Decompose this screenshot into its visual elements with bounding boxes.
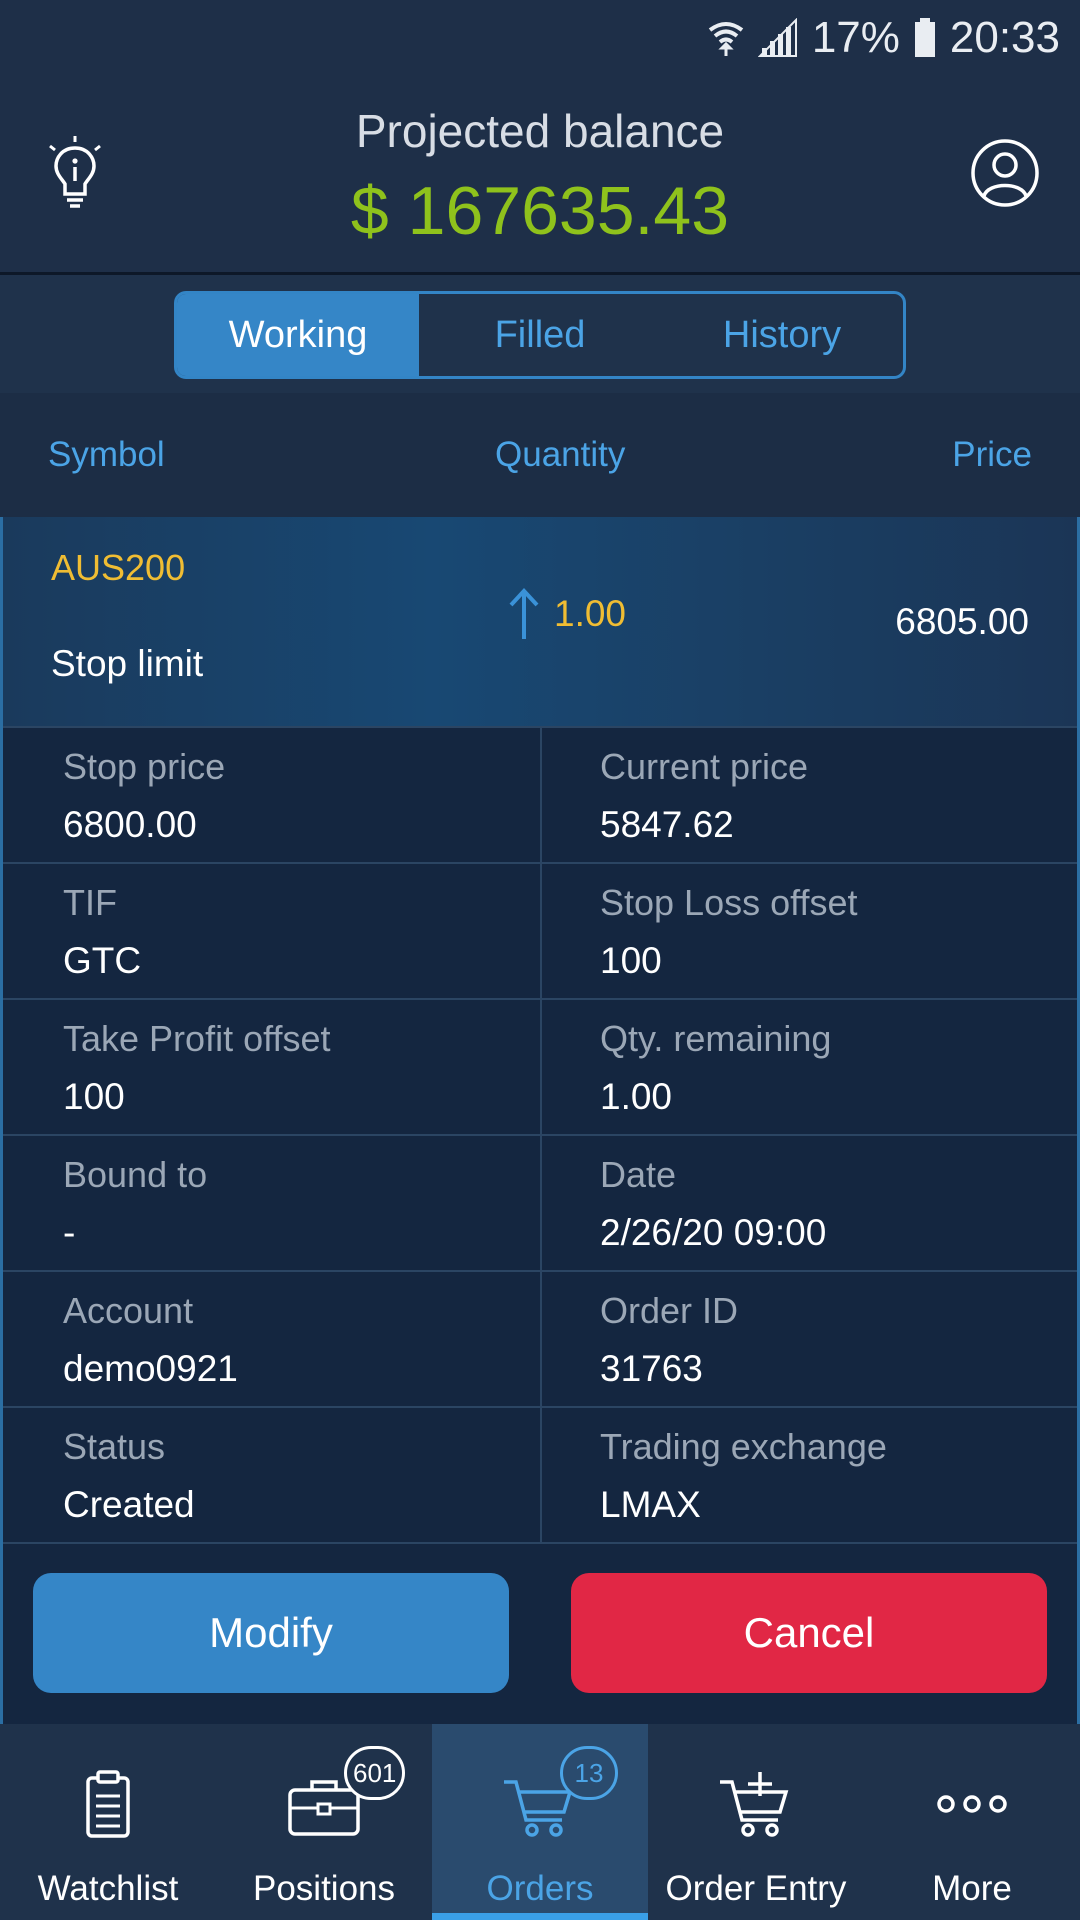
positions-badge: 601	[344, 1746, 406, 1800]
header: Projected balance $ 167635.43	[0, 76, 1080, 272]
status-bar: 17% 20:33	[0, 0, 1080, 76]
battery-percent: 17%	[811, 13, 900, 62]
cart-icon	[504, 1780, 573, 1837]
profile-icon[interactable]	[970, 138, 1040, 208]
column-price[interactable]: Price	[952, 435, 1032, 474]
order-panel: AUS200 Stop limit 1.00 6805.00 Stop pric…	[0, 517, 1080, 1724]
cancel-button[interactable]: Cancel	[571, 1573, 1047, 1693]
nav-label: Order Entry	[665, 1869, 847, 1908]
tab-filled[interactable]: Filled	[494, 313, 586, 356]
detail-value: -	[63, 1212, 76, 1253]
detail-row: Stop price 6800.00 Current price 5847.62	[3, 726, 1077, 862]
order-quantity-value: 1.00	[554, 593, 627, 634]
tab-working[interactable]: Working	[177, 294, 419, 376]
tab-history[interactable]: History	[722, 313, 842, 356]
detail-row: Status Created Trading exchange LMAX	[3, 1406, 1077, 1542]
detail-label: Stop Loss offset	[600, 882, 858, 923]
detail-label: Stop price	[63, 746, 226, 787]
detail-order-id: Order ID 31763	[540, 1272, 1077, 1406]
arrow-up-icon	[509, 588, 539, 639]
cart-add-icon	[720, 1772, 789, 1837]
orders-badge: 13	[560, 1746, 618, 1800]
order-quantity: 1.00	[508, 587, 626, 641]
signal-icon	[757, 18, 797, 57]
detail-row: Bound to - Date 2/26/20 09:00	[3, 1134, 1077, 1270]
detail-date: Date 2/26/20 09:00	[540, 1136, 1077, 1270]
nav-label: Watchlist	[37, 1869, 179, 1908]
detail-label: Bound to	[63, 1154, 208, 1195]
nav-order-entry[interactable]: Order Entry	[648, 1724, 864, 1920]
more-dots-icon	[937, 1795, 1007, 1813]
column-headers: Symbol Quantity Price	[0, 393, 1080, 517]
detail-value: GTC	[63, 940, 142, 981]
detail-label: Status	[63, 1426, 166, 1467]
detail-value: 6800.00	[63, 804, 197, 845]
bottom-nav: Watchlist 601 Positions 13 Orders	[0, 1724, 1080, 1920]
order-details: Stop price 6800.00 Current price 5847.62…	[3, 726, 1077, 1542]
order-tabs: Working Filled History	[174, 291, 906, 379]
detail-label: Trading exchange	[600, 1426, 887, 1467]
clipboard-icon	[86, 1770, 130, 1838]
detail-bound-to: Bound to -	[3, 1136, 540, 1270]
detail-tif: TIF GTC	[3, 864, 540, 998]
briefcase-icon	[288, 1780, 360, 1836]
column-quantity[interactable]: Quantity	[495, 435, 626, 474]
header-divider	[0, 272, 1080, 275]
detail-label: Take Profit offset	[63, 1018, 331, 1059]
detail-value: Created	[63, 1484, 195, 1525]
battery-icon	[914, 18, 935, 57]
detail-label: Qty. remaining	[600, 1018, 832, 1059]
modify-button[interactable]: Modify	[33, 1573, 509, 1693]
detail-label: Account	[63, 1290, 194, 1331]
detail-value: 2/26/20 09:00	[600, 1212, 827, 1253]
nav-watchlist[interactable]: Watchlist	[0, 1724, 216, 1920]
detail-qty-remaining: Qty. remaining 1.00	[540, 1000, 1077, 1134]
detail-row: Take Profit offset 100 Qty. remaining 1.…	[3, 998, 1077, 1134]
detail-value: 100	[600, 940, 662, 981]
detail-label: Current price	[600, 746, 809, 787]
detail-value: 100	[63, 1076, 125, 1117]
wifi-icon	[708, 22, 744, 56]
balance-value: $ 167635.43	[350, 173, 730, 249]
detail-value: 5847.62	[600, 804, 734, 845]
clock: 20:33	[949, 13, 1060, 62]
nav-label: Orders	[486, 1869, 594, 1908]
detail-value: 1.00	[600, 1076, 673, 1117]
order-actions: Modify Cancel	[3, 1542, 1077, 1724]
order-symbol: AUS200	[51, 547, 186, 588]
detail-label: TIF	[63, 882, 117, 923]
detail-row: Account demo0921 Order ID 31763	[3, 1270, 1077, 1406]
detail-value: demo0921	[63, 1348, 238, 1389]
detail-take-profit-offset: Take Profit offset 100	[3, 1000, 540, 1134]
column-symbol[interactable]: Symbol	[48, 435, 165, 474]
detail-stop-loss-offset: Stop Loss offset 100	[540, 864, 1077, 998]
order-price: 6805.00	[895, 601, 1029, 642]
detail-stop-price: Stop price 6800.00	[3, 728, 540, 862]
tabs-area: Working Filled History	[0, 275, 1080, 393]
order-row[interactable]: AUS200 Stop limit 1.00 6805.00	[3, 517, 1077, 726]
nav-label: More	[932, 1869, 1012, 1908]
nav-more[interactable]: More	[864, 1724, 1080, 1920]
detail-row: TIF GTC Stop Loss offset 100	[3, 862, 1077, 998]
detail-current-price: Current price 5847.62	[540, 728, 1077, 862]
order-type: Stop limit	[51, 643, 204, 684]
detail-label: Date	[600, 1154, 677, 1195]
detail-trading-exchange: Trading exchange LMAX	[540, 1408, 1077, 1542]
balance-label: Projected balance	[355, 105, 725, 157]
nav-positions[interactable]: 601 Positions	[216, 1724, 432, 1920]
lightbulb-info-icon[interactable]	[44, 134, 106, 214]
nav-label: Positions	[252, 1869, 396, 1908]
nav-orders[interactable]: 13 Orders	[432, 1724, 648, 1920]
detail-value: 31763	[600, 1348, 703, 1389]
detail-value: LMAX	[600, 1484, 701, 1525]
detail-account: Account demo0921	[3, 1272, 540, 1406]
detail-status: Status Created	[3, 1408, 540, 1542]
detail-label: Order ID	[600, 1290, 739, 1331]
